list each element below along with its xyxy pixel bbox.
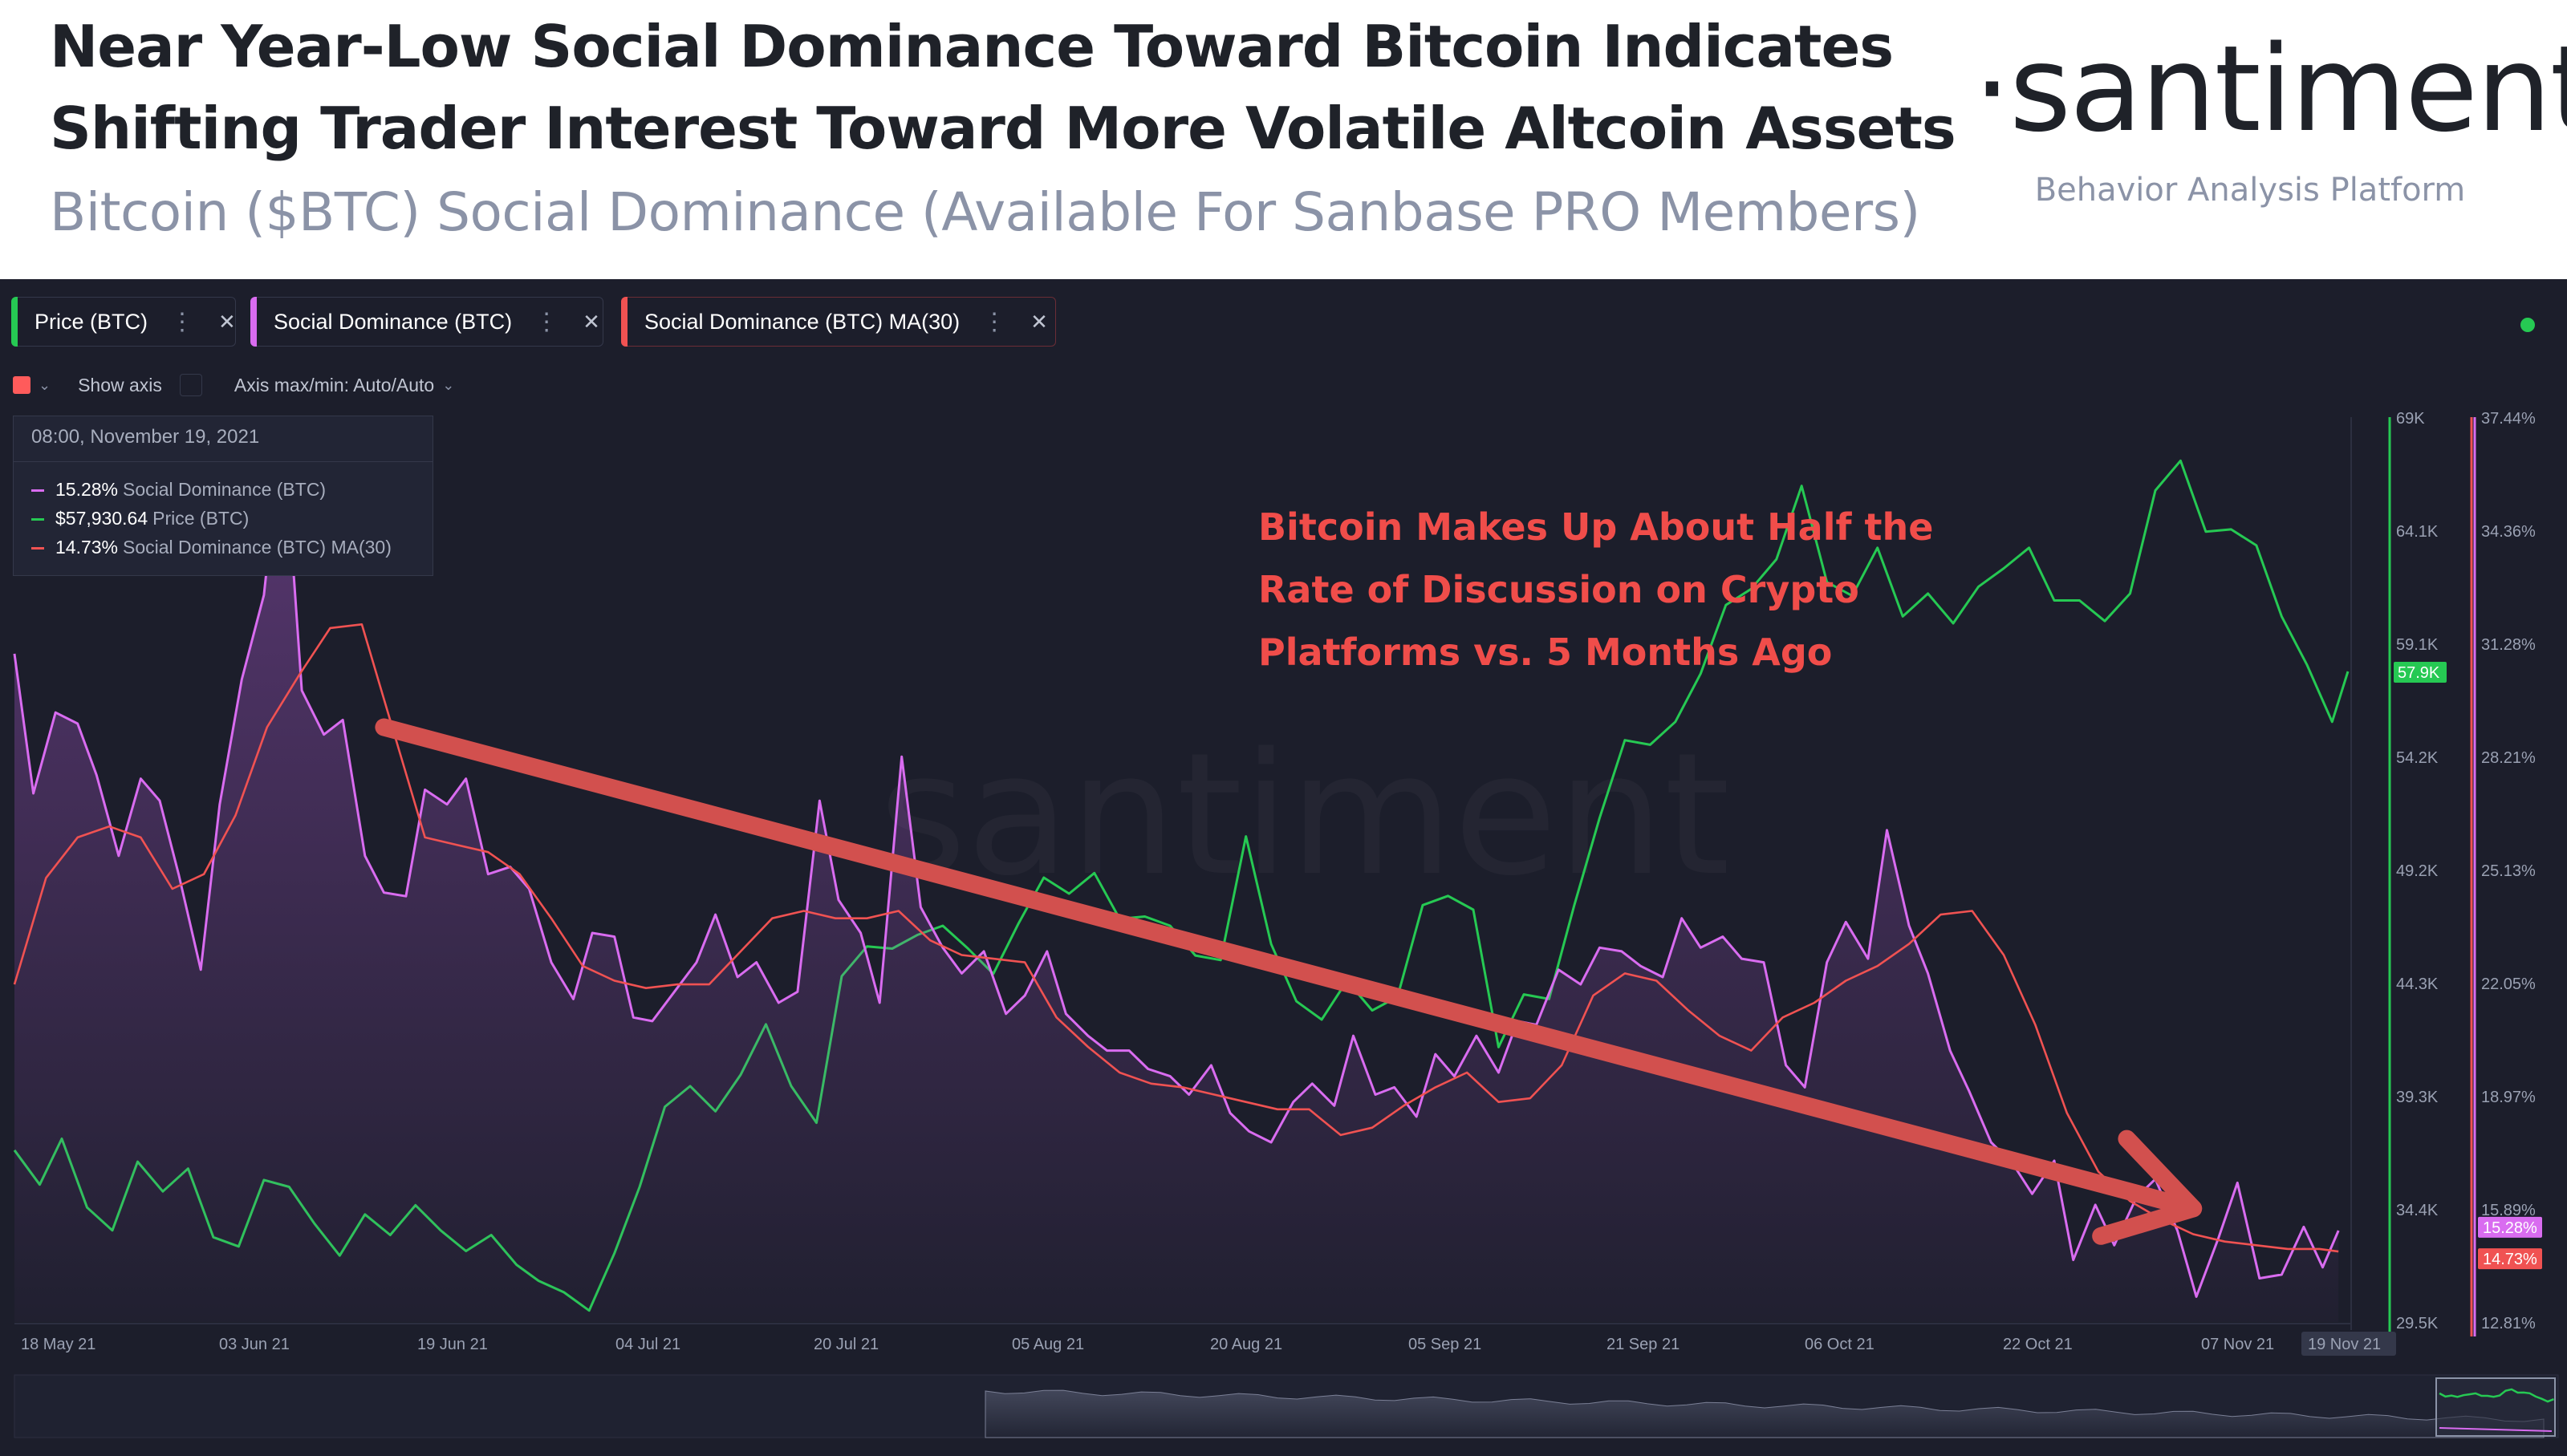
x-axis-tick: 20 Aug 21 [1210, 1336, 1282, 1353]
metric-color-bar [250, 297, 257, 347]
series-line-social-dominance-ma30 [13, 623, 2339, 1253]
metric-label: Price (BTC) [35, 309, 148, 334]
metric-color-bar [11, 297, 18, 347]
more-vertical-icon[interactable]: ⋮ [982, 308, 1007, 335]
close-icon[interactable]: ✕ [583, 309, 600, 334]
annotation-line: Rate of Discussion on Crypto [1258, 568, 1859, 611]
chart-panel: santiment 69K 64.1K 59.1K 54.2K 49.2K 44.3K 39… [0, 279, 2567, 1456]
show-axis-label: Show axis [78, 374, 162, 395]
price-axis-tick: 69K [2396, 410, 2425, 428]
x-axis-tick: 22 Oct 21 [2003, 1336, 2073, 1353]
navigator-overview-area [985, 1389, 2545, 1438]
tooltip-value: $57,930.64 [55, 508, 148, 529]
metric-label: Social Dominance (BTC) [274, 309, 513, 334]
x-axis-tick: 19 Jun 21 [417, 1336, 488, 1353]
navigator-price-line [2439, 1388, 2554, 1403]
dominance-axis-tick: 28.21% [2481, 749, 2536, 767]
navigator-selection-window [2435, 1377, 2556, 1437]
x-axis-tick: 06 Oct 21 [1805, 1336, 1874, 1353]
header: Near Year-Low Social Dominance Toward Bi… [0, 0, 2567, 279]
series-swatch [31, 518, 44, 521]
chevron-down-icon[interactable]: ⌄ [442, 376, 455, 393]
more-vertical-icon[interactable]: ⋮ [170, 308, 194, 335]
tooltip-value: 14.73% [55, 537, 119, 558]
page-title-line-2: Shifting Trader Interest Toward More Vol… [50, 95, 1956, 162]
brand-logo: ·santiment· Behavior Analysis Platform [1973, 20, 2567, 209]
dominance-axis-tick: 15.89% [2481, 1202, 2536, 1219]
series-swatch [31, 489, 44, 493]
dominance-axis-tick: 34.36% [2481, 523, 2536, 541]
watermark: santiment [879, 716, 1730, 913]
x-axis-tick: 05 Aug 21 [1012, 1336, 1084, 1353]
brand-name: ·santiment· [1973, 20, 2567, 158]
trend-arrow-shaft [375, 718, 2203, 1218]
tooltip-divider [14, 461, 433, 462]
dominance-current-badge [2478, 1216, 2542, 1238]
tooltip-date: 08:00, November 19, 2021 [31, 426, 260, 448]
x-axis-tick: 07 Nov 21 [2201, 1336, 2274, 1353]
ma30-current-label: 14.73% [2483, 1251, 2537, 1268]
x-axis-tick: 04 Jul 21 [615, 1336, 680, 1353]
x-axis-tick: 05 Sep 21 [1408, 1336, 1481, 1353]
metric-options-row: ⌄ Show axis Axis max/min: Auto/Auto ⌄ [13, 371, 454, 399]
navigator-dominance-line [2439, 1427, 2553, 1432]
x-axis-tick: 19 Nov 21 [2308, 1336, 2381, 1353]
series-swatch [31, 547, 44, 550]
metric-tab-social-dominance-ma30[interactable]: Social Dominance (BTC) MA(30) ⋮ ✕ [621, 297, 1056, 347]
hover-tooltip: 08:00, November 19, 2021 15.28% Social Do… [13, 416, 433, 576]
x-axis-tick: 18 May 21 [21, 1336, 95, 1353]
dominance-axis-tick: 37.44% [2481, 410, 2536, 428]
close-icon[interactable]: ✕ [1030, 309, 1048, 334]
metric-color-bar [621, 297, 628, 347]
x-axis-current-badge [2301, 1332, 2396, 1356]
close-icon[interactable]: ✕ [218, 309, 236, 334]
x-axis-tick: 20 Jul 21 [814, 1336, 879, 1353]
page-subtitle: Bitcoin ($BTC) Social Dominance (Availab… [50, 181, 1920, 243]
tooltip-row-price: $57,930.64 Price (BTC) [31, 508, 249, 529]
page-title-line-1: Near Year-Low Social Dominance Toward Bi… [50, 13, 1894, 80]
tooltip-row-social-dominance: 15.28% Social Dominance (BTC) [31, 479, 326, 501]
dominance-axis-tick: 18.97% [2481, 1089, 2536, 1106]
axis-range-dropdown[interactable]: Axis max/min: Auto/Auto [234, 374, 435, 395]
dominance-axis-tick: 22.05% [2481, 975, 2536, 993]
live-status-dot [2520, 318, 2535, 332]
metric-label: Social Dominance (BTC) MA(30) [644, 309, 961, 334]
dominance-axis-tick: 12.81% [2481, 1315, 2536, 1332]
series-line-social-dominance [13, 417, 2340, 1298]
tooltip-row-social-dominance-ma30: 14.73% Social Dominance (BTC) MA(30) [31, 537, 392, 558]
color-picker-swatch[interactable] [13, 376, 30, 394]
chart-annotation: Bitcoin Makes Up About Half the Rate of … [1258, 496, 1980, 683]
more-vertical-icon[interactable]: ⋮ [534, 308, 559, 335]
price-axis-tick: 44.3K [2396, 975, 2439, 993]
dominance-axis-tick: 31.28% [2481, 636, 2536, 654]
ma30-current-badge [2478, 1248, 2542, 1270]
price-current-label: 57.9K [2398, 664, 2440, 682]
chevron-down-icon[interactable]: ⌄ [39, 376, 51, 393]
x-axis-tick: 21 Sep 21 [1606, 1336, 1680, 1353]
price-axis-tick: 59.1K [2396, 636, 2439, 654]
annotation-line: Platforms vs. 5 Months Ago [1258, 631, 1833, 674]
show-axis-checkbox[interactable] [179, 374, 202, 396]
price-axis-tick: 29.5K [2396, 1315, 2439, 1332]
annotation-line: Bitcoin Makes Up About Half the [1258, 505, 1934, 549]
price-axis-tick: 39.3K [2396, 1089, 2439, 1106]
trend-arrow-head [2092, 1130, 2203, 1245]
metric-tab-price[interactable]: Price (BTC) ⋮ ✕ [11, 297, 236, 347]
dominance-axis-tick: 25.13% [2481, 862, 2536, 880]
tooltip-series-name: Social Dominance (BTC) MA(30) [123, 537, 392, 558]
price-axis-tick: 34.4K [2396, 1202, 2439, 1219]
tooltip-series-name: Price (BTC) [152, 508, 250, 529]
price-axis-tick: 49.2K [2396, 862, 2439, 880]
x-axis-tick: 03 Jun 21 [219, 1336, 290, 1353]
price-axis-tick: 64.1K [2396, 523, 2439, 541]
price-current-badge [2394, 661, 2447, 683]
tooltip-value: 15.28% [55, 479, 119, 500]
chart-canvas[interactable]: santiment 69K 64.1K 59.1K 54.2K 49.2K 44.3K 39… [0, 279, 2567, 1456]
brand-tagline: Behavior Analysis Platform [2034, 172, 2466, 209]
metric-tab-social-dominance[interactable]: Social Dominance (BTC) ⋮ ✕ [250, 297, 603, 347]
tooltip-series-name: Social Dominance (BTC) [123, 479, 327, 500]
price-axis-tick: 54.2K [2396, 749, 2439, 767]
dominance-current-label: 15.28% [2483, 1219, 2537, 1237]
